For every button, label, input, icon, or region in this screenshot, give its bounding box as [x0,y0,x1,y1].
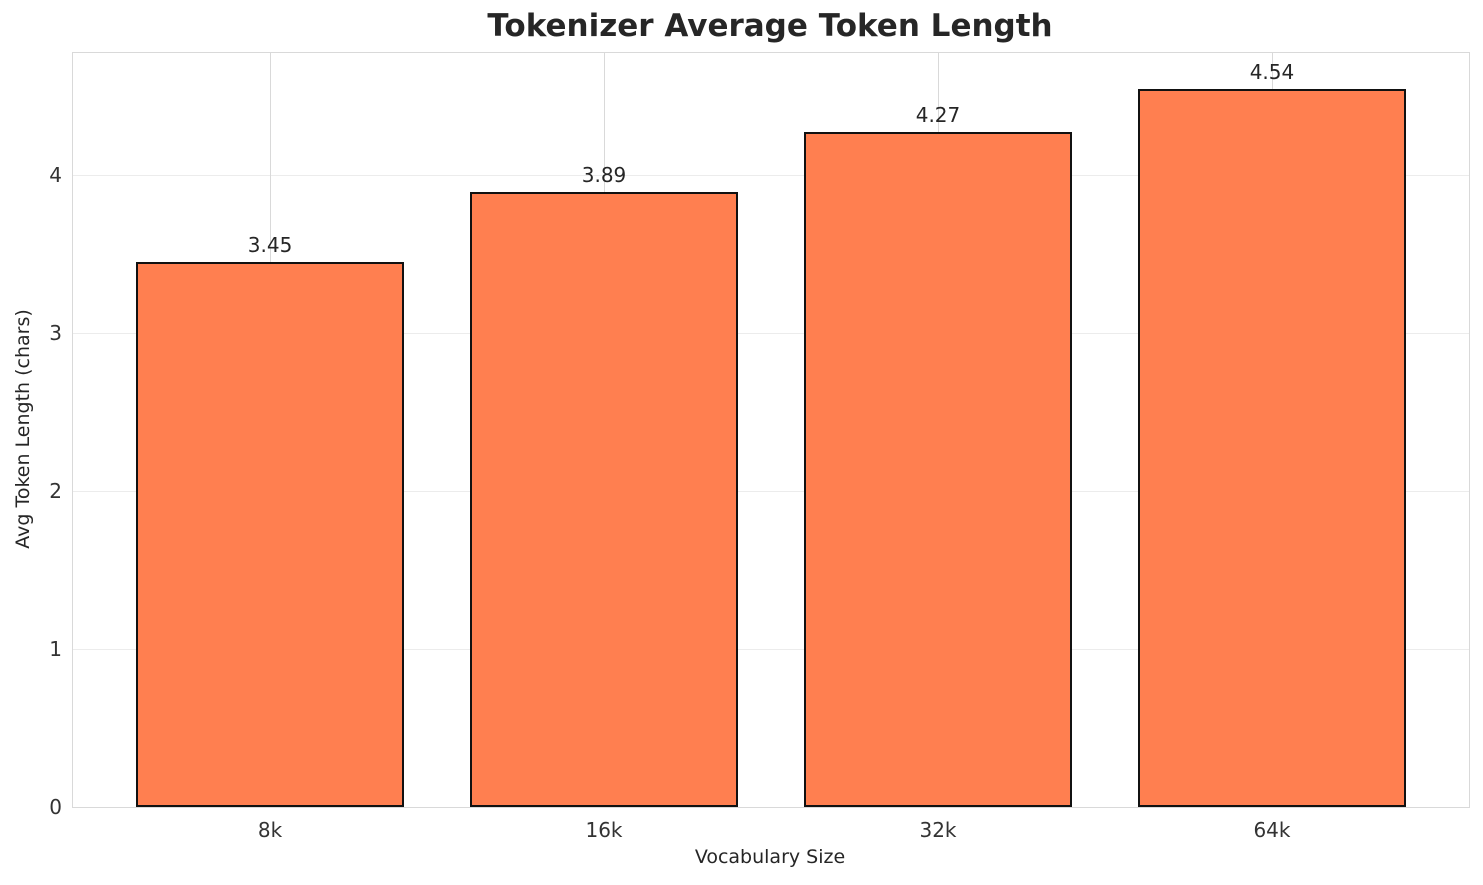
y-tick-label: 3 [49,320,62,345]
x-tick-label: 32k [919,818,957,842]
horizontal-gridline [73,174,1469,176]
x-tick-label: 64k [1253,818,1291,842]
y-tick-label: 4 [49,162,62,187]
horizontal-gridline [73,490,1469,492]
x-tick-label: 8k [257,818,283,842]
horizontal-gridline [73,648,1469,650]
bar-value-label: 3.45 [247,232,293,257]
bar [1138,89,1406,807]
bar-value-label: 4.54 [1249,60,1295,85]
bar [804,132,1072,807]
y-tick-label: 2 [49,478,62,503]
bar [470,192,738,807]
bar-value-label: 3.89 [581,163,627,188]
y-axis-label: Avg Token Length (chars) [12,309,34,549]
x-tick-label: 16k [585,818,623,842]
y-tick-label: 1 [49,636,62,661]
chart-title: Tokenizer Average Token Length [487,8,1053,44]
bar [136,261,404,807]
x-axis-label: Vocabulary Size [694,846,846,868]
y-tick-label: 0 [49,795,62,819]
horizontal-gridline [73,332,1469,334]
plot-area: 3.45 3.89 4.27 4.54 0 1 2 3 4 8k 16k 32k 64k [49,52,1470,842]
bar-value-label: 4.27 [915,103,961,128]
